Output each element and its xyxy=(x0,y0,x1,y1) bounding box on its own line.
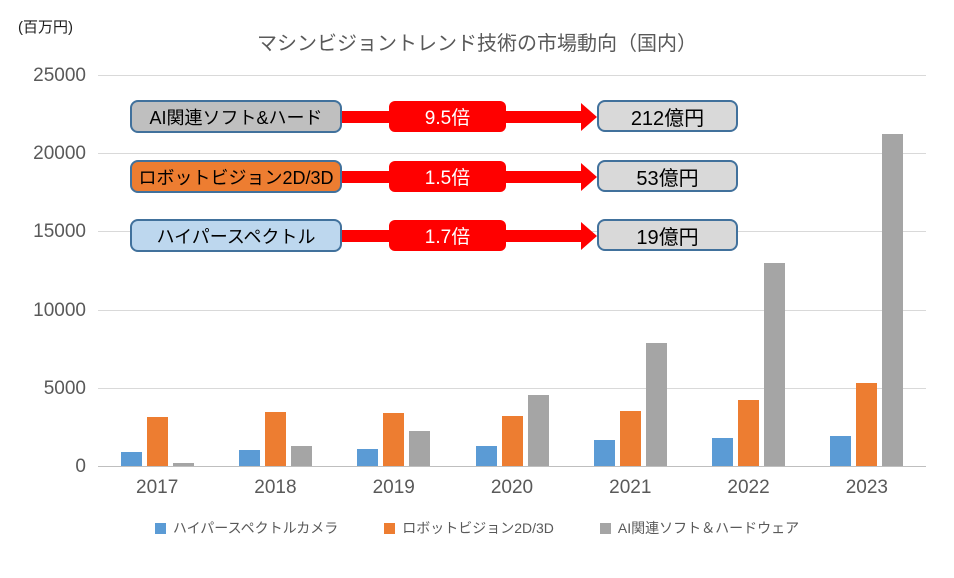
x-tick-label: 2021 xyxy=(609,477,652,498)
y-axis: 0 5000 10000 15000 20000 25000 xyxy=(0,66,86,477)
x-tick-label: 2020 xyxy=(490,477,534,498)
bar-2022 xyxy=(738,399,760,466)
x-axis: 2017 2018 2019 2020 2021 2022 2023 xyxy=(98,477,926,503)
x-tick-label: 2023 xyxy=(845,477,888,498)
legend: ハイパースペクトルカメラ ロボットビジョン2D/3D AI関連ソフト＆ハードウェア xyxy=(0,518,954,538)
chart-title: マシンビジョントレンド技術の市場動向（国内） xyxy=(257,33,697,55)
x-tick-label: 2018 xyxy=(254,477,297,498)
legend-label: ハイパースペクトルカメラ xyxy=(172,520,339,536)
legend-swatch-icon xyxy=(384,522,396,534)
bar-2022 xyxy=(764,262,786,466)
gridline xyxy=(98,309,926,311)
legend-item: AI関連ソフト＆ハードウェア xyxy=(599,518,800,538)
bar-2021 xyxy=(645,343,667,466)
y-tick-label: 10000 xyxy=(33,299,86,321)
gridline xyxy=(98,231,926,233)
bar-2021 xyxy=(619,411,641,466)
legend-item: ハイパースペクトルカメラ xyxy=(154,518,339,538)
y-tick-label: 20000 xyxy=(33,143,86,165)
legend-label: ロボットビジョン2D/3D xyxy=(402,520,554,536)
x-tick-label: 2022 xyxy=(727,477,770,498)
bar-2020 xyxy=(475,445,497,466)
bar-2019 xyxy=(357,448,379,466)
bar-2018 xyxy=(264,412,286,466)
bar-2019 xyxy=(383,412,405,466)
legend-item: ロボットビジョン2D/3D xyxy=(384,518,554,538)
bar-2021 xyxy=(593,440,615,466)
legend-swatch-icon xyxy=(154,522,166,534)
gridline xyxy=(98,75,926,76)
legend-swatch-icon xyxy=(599,522,611,534)
bar-2023 xyxy=(830,436,852,466)
x-axis-line xyxy=(98,466,926,467)
bar-2020 xyxy=(527,394,549,466)
gridline xyxy=(98,153,926,155)
plot-area xyxy=(98,75,926,467)
bar-2020 xyxy=(501,415,523,466)
x-tick-label: 2017 xyxy=(136,477,179,498)
bar-2022 xyxy=(712,437,734,466)
bar-2023 xyxy=(882,134,904,466)
x-tick-label: 2019 xyxy=(372,477,415,498)
bar-2017 xyxy=(120,451,142,466)
bar-2017 xyxy=(172,462,194,466)
bar-2018 xyxy=(238,449,260,466)
y-axis-unit-label: (百万円) xyxy=(18,19,73,36)
y-tick-label: 5000 xyxy=(43,377,86,399)
y-tick-label: 25000 xyxy=(33,65,86,86)
bar-2023 xyxy=(856,383,878,466)
y-tick-label: 15000 xyxy=(33,221,86,243)
y-tick-label: 0 xyxy=(75,456,86,477)
bar-2017 xyxy=(146,416,168,466)
bar-2019 xyxy=(409,430,431,466)
gridline xyxy=(98,387,926,389)
bar-2018 xyxy=(290,446,312,466)
legend-label: AI関連ソフト＆ハードウェア xyxy=(617,520,800,536)
